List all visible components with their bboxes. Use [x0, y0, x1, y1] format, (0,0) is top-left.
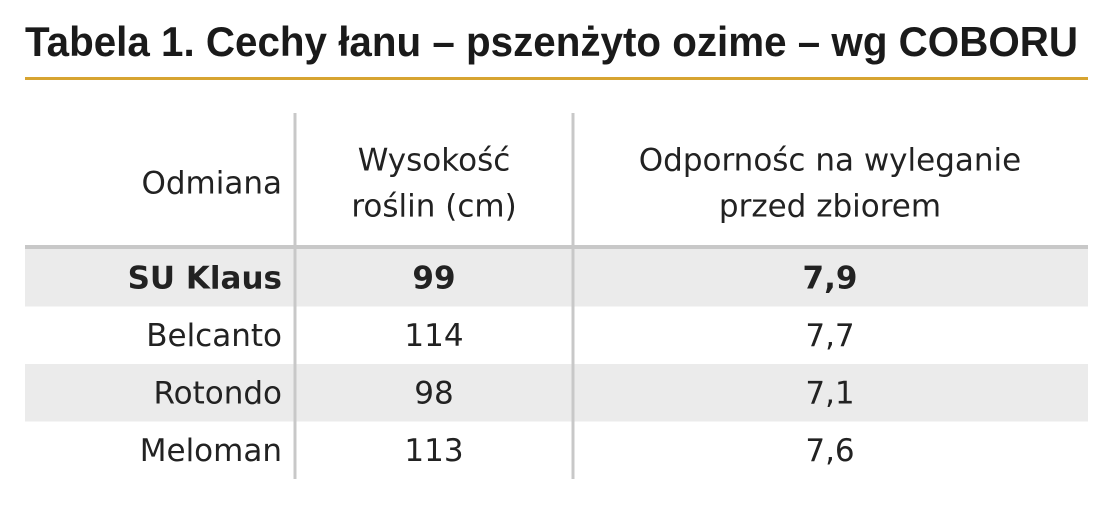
table: Odmiana Wysokość roślin (cm) Odpornośc na w…: [25, 113, 1088, 479]
header-cell: Odpornośc na wyleganie: [639, 143, 1021, 179]
title-rule: [25, 77, 1088, 80]
column-divider: [571, 113, 575, 479]
cell: 7,6: [805, 433, 854, 469]
cell: 113: [404, 433, 463, 469]
cell: 98: [414, 375, 453, 411]
header-cell: przed zbiorem: [719, 189, 941, 225]
cell: 7,1: [805, 375, 854, 411]
header-cell: Wysokość: [358, 143, 511, 179]
header-rule: [25, 245, 1088, 249]
cell: 7,9: [803, 260, 858, 296]
title: Tabela 1. Cechy łanu – pszenżyto ozime –…: [25, 18, 1078, 65]
cell: SU Klaus: [128, 260, 282, 296]
row-shade: [25, 249, 1088, 307]
cell: 114: [404, 318, 463, 354]
cell: 99: [412, 260, 455, 296]
cell: Rotondo: [153, 375, 282, 411]
row-shade: [25, 364, 1088, 422]
cell: 7,7: [805, 318, 854, 354]
header-cell: roślin (cm): [351, 189, 516, 225]
cell: Meloman: [140, 433, 282, 469]
cell: Belcanto: [146, 318, 282, 354]
header-cell: Odmiana: [141, 166, 282, 202]
column-divider: [293, 113, 297, 479]
